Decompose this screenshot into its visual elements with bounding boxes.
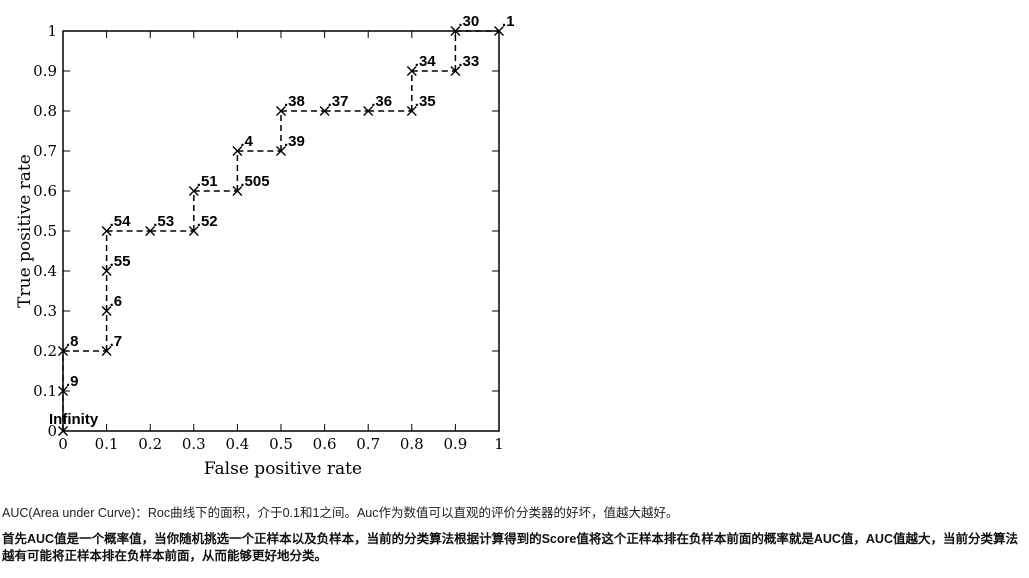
point-label: .55: [110, 253, 131, 270]
x-tick-label: 0.4: [225, 435, 249, 453]
data-point-marker: [58, 346, 68, 356]
x-axis-title: False positive rate: [204, 459, 362, 479]
data-point-marker: [188, 186, 199, 196]
auc-explanation-text: 首先AUC值是一个概率值，当你随机挑选一个正样本以及负样本，当前的分类算法根据计…: [2, 532, 1018, 563]
data-point-marker: [494, 26, 504, 36]
x-tick-label: 0.3: [182, 435, 206, 453]
data-point-marker: [319, 106, 330, 116]
data-point-marker: [101, 266, 112, 276]
y-tick-label: 0.8: [33, 102, 57, 120]
point-label: .505: [240, 173, 269, 190]
y-tick-label: 0: [47, 422, 57, 440]
y-tick-label: 0.6: [33, 182, 57, 200]
point-label: .33: [458, 53, 479, 70]
data-point-marker: [145, 226, 156, 236]
point-label: .30: [458, 13, 479, 30]
y-tick-label: 0.1: [33, 382, 57, 400]
y-tick-label: 0.4: [33, 262, 57, 280]
y-tick-label: 1: [47, 22, 57, 40]
point-label: .6: [110, 293, 123, 310]
point-label: .39: [284, 133, 305, 150]
point-labels: Infinity .9 .8 .7 .6 .55 .54 .53 .52 .51 .505 .4 .39…: [49, 13, 515, 428]
point-label: .51: [197, 173, 218, 190]
data-point-marker: [276, 106, 286, 116]
x-tick-label: 0.7: [356, 435, 380, 453]
x-tick-label: 0.6: [313, 435, 337, 453]
y-tick-label: 0.9: [33, 62, 57, 80]
axis-ticks: 0 0.1 0.2 0.3 0.4 0.5 0.6 0.7 0.8 0.9 1 0 0.1 0.2 0.3 0…: [33, 22, 504, 453]
point-label: .34: [415, 53, 437, 70]
point-label: .35: [415, 93, 436, 110]
y-tick-label: 0.3: [33, 302, 57, 320]
data-point-marker: [232, 146, 243, 156]
y-tick-label: 0.7: [33, 142, 57, 160]
point-label: .54: [110, 213, 132, 230]
data-point-marker: [188, 226, 199, 236]
data-point-marker: [363, 106, 374, 116]
data-point-marker: [101, 306, 112, 316]
data-point-marker: [450, 26, 461, 36]
auc-definition-text: AUC(Area under Curve)：Roc曲线下的面积，介于0.1和1之…: [2, 506, 679, 520]
data-point-marker: [406, 106, 417, 116]
point-label: .37: [328, 93, 349, 110]
point-label: .9: [66, 373, 79, 390]
x-tick-label: 0.9: [443, 435, 467, 453]
point-label: .52: [197, 213, 218, 230]
point-label: Infinity: [49, 411, 99, 428]
y-axis-title: True positive rate: [15, 154, 35, 308]
data-point-marker: [101, 226, 112, 236]
data-point-marker: [101, 346, 112, 356]
data-point-marker: [276, 146, 286, 156]
data-point-marker: [406, 66, 417, 76]
x-tick-label: 0.2: [138, 435, 162, 453]
point-label: .36: [371, 93, 392, 110]
point-label: .4: [240, 133, 253, 150]
roc-curve: [58, 26, 504, 436]
point-label: .53: [153, 213, 174, 230]
point-label: .7: [110, 333, 123, 350]
point-label: .8: [66, 333, 79, 350]
y-tick-label: 0.2: [33, 342, 57, 360]
point-label: .1: [502, 13, 515, 30]
data-point-marker: [58, 386, 68, 396]
data-point-marker: [232, 186, 243, 196]
x-tick-label: 0.5: [269, 435, 293, 453]
x-tick-label: 0: [58, 435, 68, 453]
data-point-marker: [450, 66, 461, 76]
x-tick-label: 0.1: [95, 435, 119, 453]
data-point-marker: [58, 426, 68, 436]
point-label: .38: [284, 93, 305, 110]
x-tick-label: 0.8: [400, 435, 424, 453]
x-tick-label: 1: [494, 435, 504, 453]
y-tick-label: 0.5: [33, 222, 57, 240]
roc-chart: 0 0.1 0.2 0.3 0.4 0.5 0.6 0.7 0.8 0.9 1 0 0.1 0.2 0.3 0…: [15, 13, 515, 479]
